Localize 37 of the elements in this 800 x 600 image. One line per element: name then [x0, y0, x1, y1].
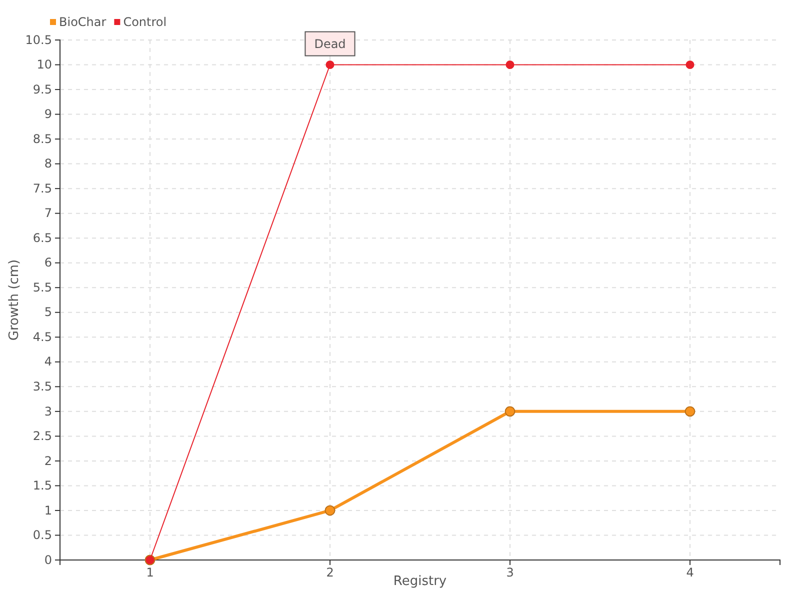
- y-tick-label: 8: [44, 156, 52, 171]
- point: [506, 60, 514, 70]
- y-tick-label: 9: [44, 107, 52, 122]
- y-tick-label: 2.5: [32, 429, 52, 444]
- y-tick-label: 5.5: [32, 280, 52, 294]
- annotation: Dead: [314, 36, 346, 51]
- x-axis-title: Registry: [393, 574, 447, 589]
- point: [326, 60, 334, 70]
- y-tick-label: 4.5: [32, 330, 52, 344]
- y-tick-label: 2: [44, 454, 52, 468]
- y-tick-label: 7.5: [32, 181, 52, 196]
- y-tick-label: 10: [36, 58, 52, 72]
- y-tick-label: 4: [44, 354, 52, 369]
- y-tick-label: 7: [44, 206, 52, 220]
- y-tick-label: 1.5: [32, 478, 52, 493]
- point: [324, 505, 336, 516]
- x-tick-label: 2: [326, 566, 334, 580]
- y-tick-label: 9.5: [32, 82, 52, 96]
- y-tick-label: 1: [44, 503, 52, 518]
- legend-label: BioChar: [59, 15, 106, 29]
- y-tick-label: 6.5: [32, 230, 52, 245]
- x-tick-label: 3: [506, 566, 514, 580]
- y-tick-label: 8.5: [32, 132, 52, 146]
- point: [686, 60, 694, 70]
- y-tick-label: 3.5: [32, 380, 52, 394]
- y-axis-title: Growth (cm): [7, 259, 22, 341]
- y-tick-label: 10.5: [25, 32, 52, 47]
- y-tick-label: 3: [44, 404, 52, 418]
- x-tick-label: 1: [146, 566, 154, 580]
- y-tick-label: 0: [44, 552, 52, 567]
- point: [684, 406, 696, 417]
- point: [504, 406, 516, 417]
- x-tick-label: 4: [686, 566, 694, 580]
- legend-label: Control: [123, 15, 167, 29]
- y-tick-label: 6: [44, 256, 52, 270]
- y-tick-label: 0.5: [32, 528, 52, 542]
- y-tick-label: 5: [44, 305, 52, 320]
